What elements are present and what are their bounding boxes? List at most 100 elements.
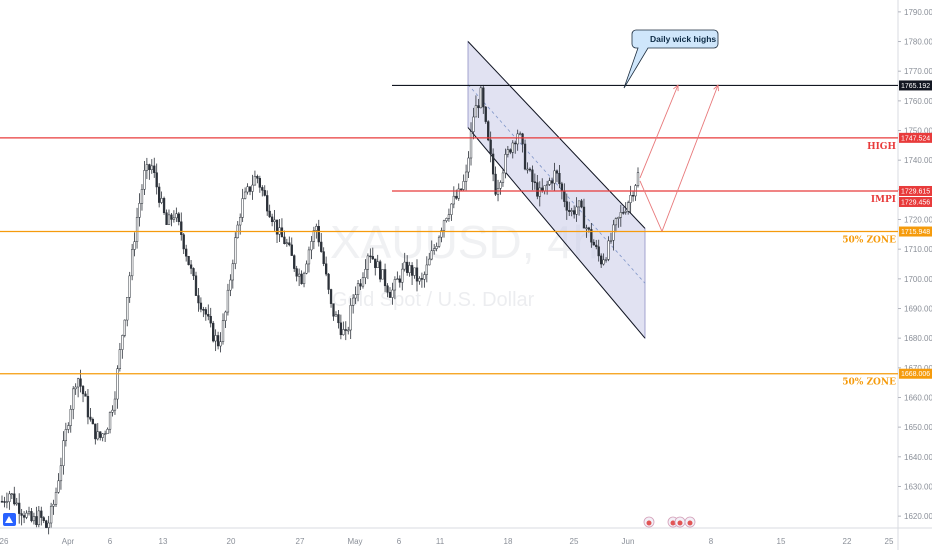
time-tick-label: 26: [0, 537, 9, 546]
candle-body: [560, 183, 564, 191]
candle-body: [543, 185, 546, 192]
candle-body: [54, 491, 58, 505]
candle-body: [383, 269, 387, 287]
candle-body: [526, 168, 529, 171]
candle-body: [30, 511, 33, 522]
candle-body: [121, 335, 124, 350]
candle-body: [568, 210, 571, 212]
candle-body: [516, 133, 519, 145]
candle-body: [418, 278, 421, 282]
candle-body: [585, 227, 588, 230]
candle-body: [116, 368, 119, 400]
candle-body: [396, 278, 399, 281]
projection-arrows[interactable]: [639, 84, 719, 232]
candle-body: [113, 398, 117, 411]
price-tick-label: 1640.000: [904, 453, 932, 462]
price-badge[interactable]: [899, 80, 932, 91]
candle-body: [582, 206, 586, 229]
event-flag-icon: [646, 520, 652, 526]
candle-body: [322, 251, 325, 265]
candle-body: [49, 505, 53, 524]
candle-body: [130, 249, 134, 277]
projection-arrowhead[interactable]: [673, 84, 679, 92]
channel-midline[interactable]: [467, 84, 646, 284]
candle-body: [376, 261, 379, 268]
callout[interactable]: Daily wick highs: [623, 29, 719, 89]
candle-body: [290, 244, 293, 256]
price-badge[interactable]: [899, 185, 932, 196]
price-tick-label: 1680.000: [904, 334, 932, 343]
candle-body: [320, 241, 323, 252]
candle-body: [270, 216, 274, 223]
price-badge[interactable]: [899, 132, 932, 143]
candle-body: [484, 106, 487, 122]
price-tick-label: 1780.000: [904, 38, 932, 47]
candle-body: [140, 189, 144, 204]
candle-body: [469, 131, 473, 159]
candle-body: [592, 241, 595, 246]
candle-body: [256, 175, 259, 179]
candle-body: [555, 170, 559, 174]
candle-body: [622, 212, 625, 214]
candle-body: [563, 190, 566, 202]
time-tick-label: 27: [296, 537, 305, 546]
projection-arrow-line[interactable]: [661, 84, 719, 232]
candle-body: [307, 249, 311, 265]
candle-body: [59, 465, 63, 482]
channel-lower-line[interactable]: [467, 127, 646, 339]
candle-body: [600, 255, 603, 265]
candle-body: [310, 241, 313, 251]
price-badge-label: 1715.948: [901, 229, 930, 236]
candle-body: [69, 408, 72, 426]
candle-body: [241, 198, 244, 218]
candle-body: [479, 87, 482, 109]
projection-arrowhead[interactable]: [713, 84, 719, 92]
time-tick-label: 22: [843, 537, 852, 546]
projection-arrow-line[interactable]: [639, 84, 679, 179]
level-label: IMPI: [871, 195, 896, 205]
candle-body: [374, 258, 377, 268]
candle-body: [0, 501, 4, 503]
candle-body: [103, 433, 107, 435]
candle-body: [388, 292, 392, 298]
price-tick-label: 1770.000: [904, 67, 932, 76]
candle-body: [548, 180, 551, 185]
event-flag-icon: [677, 520, 683, 526]
candle-body: [359, 283, 362, 287]
price-tick-label: 1650.000: [904, 423, 932, 432]
candle-body: [420, 278, 424, 280]
candle-body: [67, 425, 70, 430]
candle-body: [162, 198, 166, 213]
candle-body: [219, 341, 222, 347]
price-tick-label: 1760.000: [904, 97, 932, 106]
price-tick-label: 1690.000: [904, 304, 932, 313]
misc-icons: [3, 513, 696, 528]
price-badge[interactable]: [899, 368, 932, 379]
candle-body: [158, 186, 161, 203]
candle-body: [64, 429, 67, 442]
price-badge[interactable]: [899, 196, 932, 207]
candle-body: [575, 206, 578, 215]
candle-body: [111, 409, 114, 413]
candle-body: [445, 218, 448, 222]
price-badge[interactable]: [899, 226, 932, 237]
candle-body: [243, 191, 247, 199]
price-tick-label: 1660.000: [904, 393, 932, 402]
projection-arrow-line[interactable]: [639, 180, 663, 232]
candle-body: [361, 277, 365, 287]
channel-upper-line[interactable]: [467, 41, 646, 229]
price-tick-label: 1720.000: [904, 216, 932, 225]
candles: [0, 84, 640, 535]
candle-body: [406, 261, 409, 273]
time-axis[interactable]: 26 Apr 6 13 20 27 May 6 11 18 25 Jun 8 15 22 25: [0, 537, 894, 546]
candle-body: [398, 278, 401, 283]
price-axis[interactable]: 1790.000 1780.000 1770.000 1760.000 1750.000…: [898, 8, 932, 521]
callout-bubble[interactable]: [623, 29, 719, 89]
candle-body: [371, 256, 374, 260]
candle-body: [514, 142, 517, 145]
candle-body: [523, 143, 527, 170]
candle-body: [462, 181, 465, 190]
horizontal-levels[interactable]: HIGH IMPI 50% ZONE 50% ZONE: [0, 84, 898, 388]
time-tick-label: 25: [570, 537, 579, 546]
